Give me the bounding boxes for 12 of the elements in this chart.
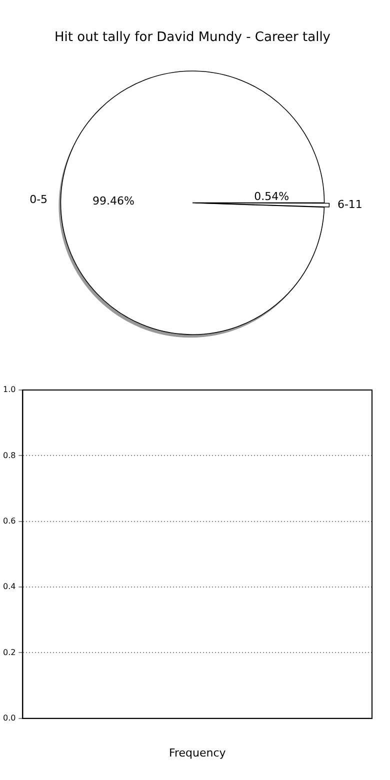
y-tick-label: 0.0 (2, 713, 16, 722)
data-label: 0.54% (254, 190, 290, 203)
y-tick-label: 0.6 (2, 516, 16, 526)
data-label: 99.46% (92, 194, 134, 208)
chart-title: Hit out tally for David Mundy - Career tally (54, 30, 331, 46)
y-tick-label: 0.4 (2, 582, 16, 592)
y-tick-label: 0.2 (2, 648, 16, 657)
y-tick-label: 1.0 (2, 385, 16, 394)
y-tick-label: 0.8 (2, 450, 16, 460)
x-axis-title: Frequency (168, 746, 226, 760)
slice-label: 6-11 (337, 198, 362, 212)
slice-label: 0-5 (30, 193, 48, 206)
